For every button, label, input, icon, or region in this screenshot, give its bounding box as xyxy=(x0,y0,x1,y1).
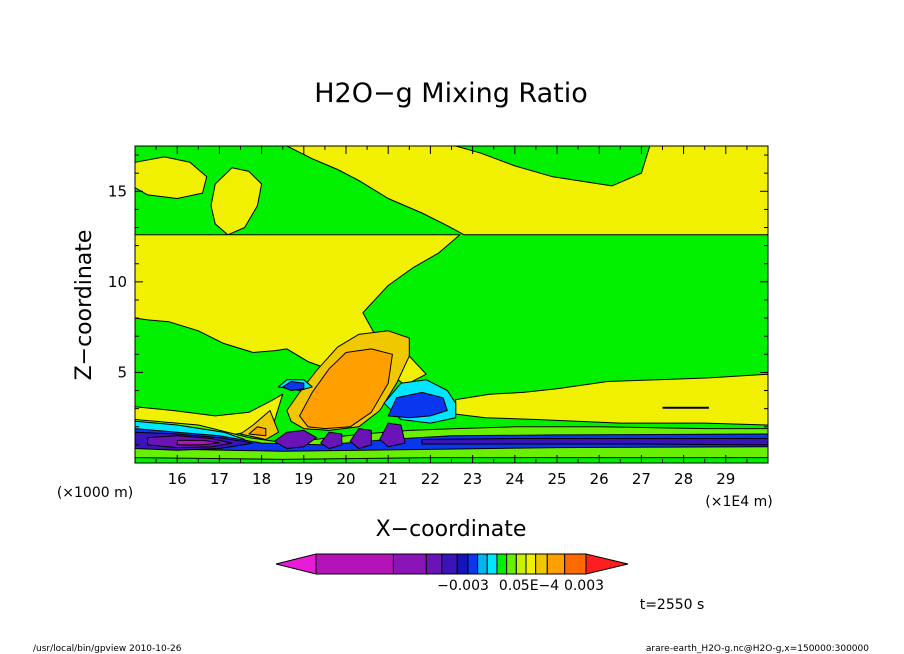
x-tick-label: 19 xyxy=(294,470,313,488)
x-tick-label: 23 xyxy=(463,470,482,488)
colorbar-swatch xyxy=(546,553,566,575)
y-axis: 5 10 15 xyxy=(108,154,768,446)
colorbar-swatch xyxy=(456,553,469,575)
colorbar-swatch xyxy=(496,553,508,575)
colorbar-swatch xyxy=(392,553,427,575)
y-tick-label: 5 xyxy=(117,363,127,381)
x-tick-label: 20 xyxy=(336,470,355,488)
colorbar-swatch xyxy=(425,553,443,575)
x-axis-label: X−coordinate xyxy=(376,517,527,542)
contour-left-gold xyxy=(240,410,279,440)
contour-left-orange xyxy=(248,426,267,437)
x-tick-label: 29 xyxy=(716,470,735,488)
colorbar-label: 0.003 xyxy=(564,578,604,594)
colorbar-swatch xyxy=(515,553,527,575)
footer-left: /usr/local/bin/gpview 2010-10-26 xyxy=(33,644,182,654)
colorbar-right-triangle xyxy=(585,553,629,575)
x-tick-label: 28 xyxy=(674,470,693,488)
contour-upper-yellow-blob xyxy=(210,167,263,236)
x-tick-label: 22 xyxy=(421,470,440,488)
colorbar-swatch xyxy=(477,553,488,575)
contour-violet-eye-1 xyxy=(273,429,317,449)
colorbar-label: 0.0 xyxy=(499,578,521,594)
x-tick-label: 17 xyxy=(210,470,229,488)
colorbar-labels: −0.003 0.0 5E−4 0.003 xyxy=(437,578,604,594)
x-tick-label: 24 xyxy=(505,470,524,488)
x-tick-label: 25 xyxy=(547,470,566,488)
contour-blue-small xyxy=(282,381,305,391)
colorbar-swatch xyxy=(506,553,517,575)
x-tick-label: 16 xyxy=(168,470,187,488)
colorbar-swatch xyxy=(564,553,587,575)
contour-violet-eye-3 xyxy=(349,428,372,449)
plot-area xyxy=(135,146,768,463)
y-unit-note: (×1000 m) xyxy=(57,485,133,501)
x-tick-label: 27 xyxy=(632,470,651,488)
chart-title: H2O−g Mixing Ratio xyxy=(314,78,588,109)
colorbar-label: 5E−4 xyxy=(521,578,559,594)
colorbar-swatch xyxy=(441,553,458,575)
x-axis: 16 17 18 19 20 21 22 23 24 25 26 27 28 29 xyxy=(155,146,748,488)
contour-top-yellow-plume xyxy=(286,146,768,236)
colorbar-swatch xyxy=(467,553,479,575)
contour-violet-eye-2 xyxy=(320,431,343,449)
contour-magenta-left xyxy=(176,439,220,446)
contour-blue-right xyxy=(387,391,448,419)
contour-orange-plume xyxy=(299,348,393,430)
x-tick-label: 26 xyxy=(590,470,609,488)
x-unit-note: (×1E4 m) xyxy=(705,494,772,510)
colorbar-swatch xyxy=(525,553,537,575)
colorbar xyxy=(275,553,629,575)
colorbar-left-triangle xyxy=(275,553,317,575)
y-axis-label: Z−coordinate xyxy=(72,230,97,381)
colorbar-swatch xyxy=(486,553,498,575)
y-tick-label: 10 xyxy=(108,273,127,291)
contour-upper-left-yellow xyxy=(135,156,208,199)
footer-right: arare-earth_H2O-g.nc@H2O-g,x=150000:3000… xyxy=(646,644,869,654)
colorbar-swatch xyxy=(315,553,394,575)
contour-violet-eye-4 xyxy=(379,422,406,448)
x-tick-label: 18 xyxy=(252,470,271,488)
colorbar-swatch xyxy=(535,553,548,575)
colorbar-label: −0.003 xyxy=(437,578,489,594)
contour-right-yellow-layer xyxy=(455,373,768,426)
time-label: t=2550 s xyxy=(640,597,705,613)
contour-indigo-right xyxy=(421,438,768,446)
x-tick-label: 21 xyxy=(379,470,398,488)
y-tick-label: 15 xyxy=(108,182,127,200)
